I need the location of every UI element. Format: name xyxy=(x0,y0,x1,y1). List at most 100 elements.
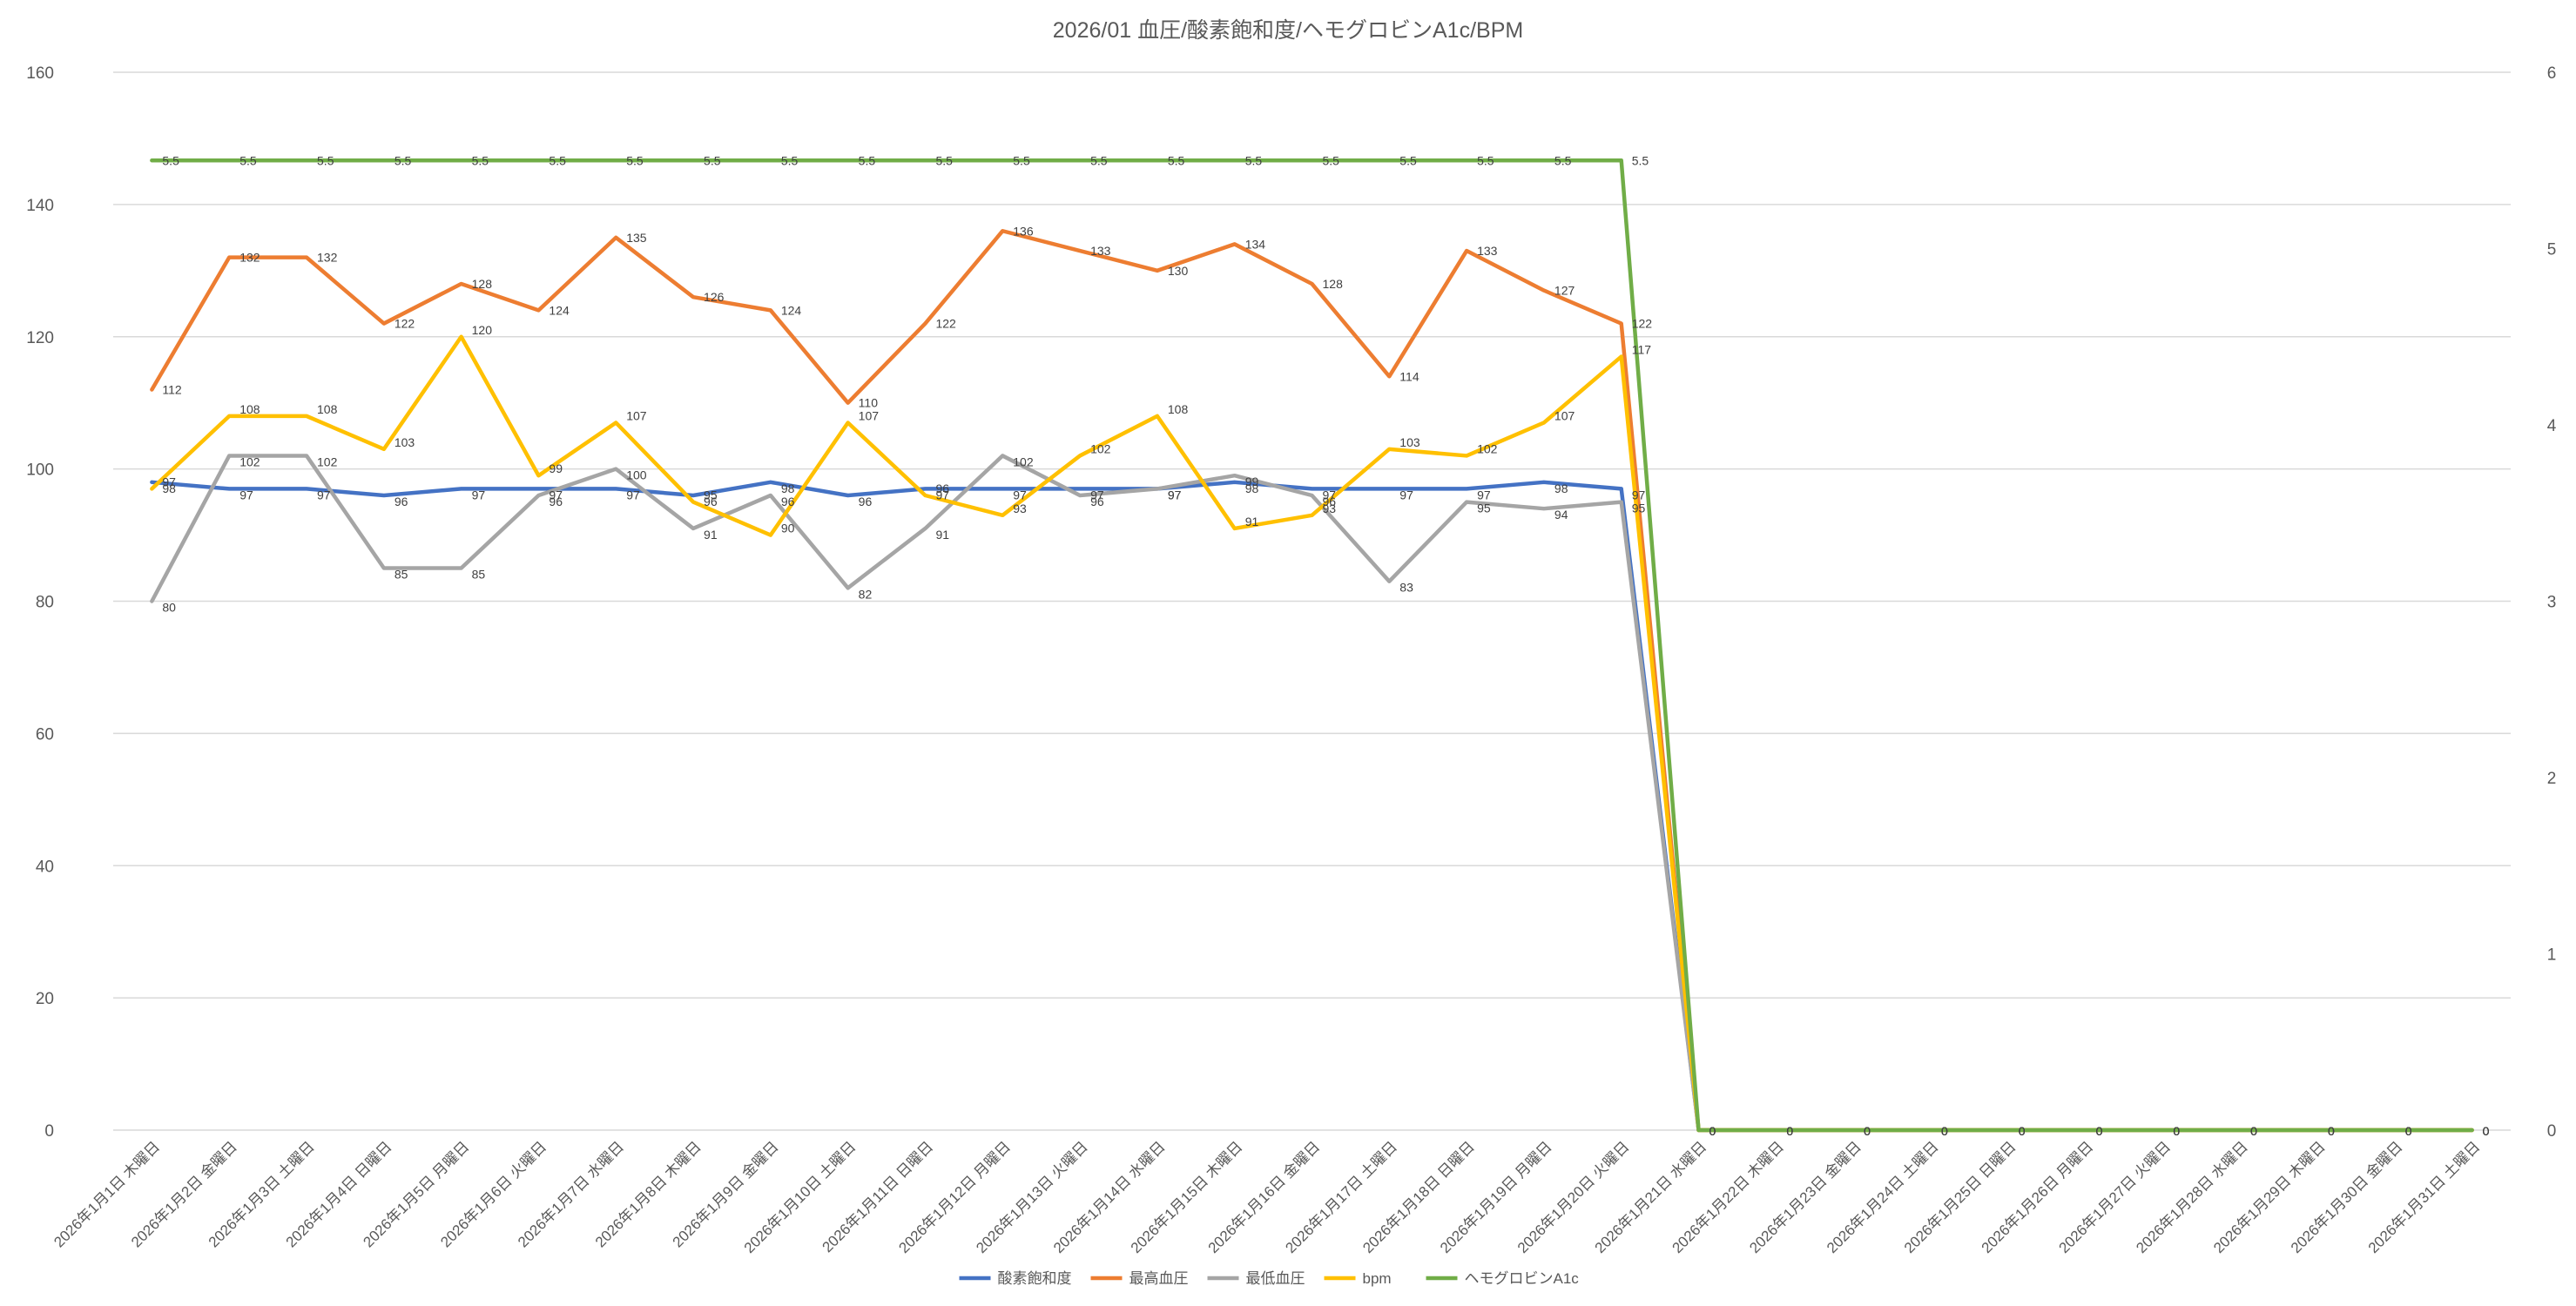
data-label: 0 xyxy=(2096,1124,2103,1138)
data-label: 108 xyxy=(239,402,260,416)
data-label: 0 xyxy=(2019,1124,2026,1138)
left-tick-label: 0 xyxy=(44,1122,54,1141)
data-label: 0 xyxy=(2483,1124,2490,1138)
data-label: 0 xyxy=(1941,1124,1948,1138)
data-label: 114 xyxy=(1399,369,1419,383)
data-label: 5.5 xyxy=(1323,153,1340,167)
data-label: 0 xyxy=(1709,1124,1716,1138)
data-label: 97 xyxy=(626,488,640,502)
data-label: 0 xyxy=(2250,1124,2257,1138)
data-label: 5.5 xyxy=(859,153,876,167)
data-label: 132 xyxy=(317,251,338,265)
data-label: 122 xyxy=(935,317,956,331)
data-label: 0 xyxy=(2019,1124,2026,1138)
data-label: 102 xyxy=(239,454,260,468)
data-label: 96 xyxy=(394,495,408,508)
data-label: 0 xyxy=(1709,1124,1716,1138)
data-label: 90 xyxy=(781,522,795,535)
left-tick-label: 100 xyxy=(26,461,54,480)
data-label: 122 xyxy=(1632,317,1653,331)
data-label: 103 xyxy=(394,435,415,449)
data-label: 96 xyxy=(1323,495,1337,508)
data-label: 97 xyxy=(1632,488,1646,502)
right-tick-label: 4 xyxy=(2547,417,2557,435)
data-label: 0 xyxy=(2173,1124,2180,1138)
data-label: 97 xyxy=(1168,488,1182,502)
data-label: 93 xyxy=(1013,502,1027,515)
data-label: 5.5 xyxy=(1399,153,1417,167)
data-label: 5.5 xyxy=(317,153,334,167)
data-label: 0 xyxy=(1864,1124,1871,1138)
data-label: 96 xyxy=(935,481,949,495)
data-label: 80 xyxy=(162,601,176,615)
data-label: 91 xyxy=(1245,515,1259,528)
data-label: 0 xyxy=(2019,1124,2026,1138)
data-label: 0 xyxy=(1709,1124,1716,1138)
legend-entry: 酸素飽和度 xyxy=(998,1270,1072,1287)
data-label: 102 xyxy=(1013,454,1034,468)
data-label: 134 xyxy=(1245,237,1266,251)
data-label: 97 xyxy=(1399,488,1413,502)
data-label: 0 xyxy=(1864,1124,1871,1138)
data-label: 98 xyxy=(162,481,176,495)
data-label: 5.5 xyxy=(781,153,799,167)
right-tick-label: 2 xyxy=(2547,770,2557,788)
data-label: 5.5 xyxy=(935,153,953,167)
data-label: 97 xyxy=(1168,488,1182,502)
data-label: 0 xyxy=(2405,1124,2412,1138)
data-label: 5.5 xyxy=(549,153,566,167)
data-label: 112 xyxy=(162,383,182,397)
series-lines xyxy=(150,158,2474,1133)
data-label: 5.5 xyxy=(162,153,179,167)
data-label: 0 xyxy=(2250,1124,2257,1138)
data-label: 0 xyxy=(2173,1124,2180,1138)
data-label: 96 xyxy=(781,495,795,508)
left-tick-label: 120 xyxy=(26,329,54,347)
data-label: 133 xyxy=(1477,244,1498,258)
data-label: 107 xyxy=(1554,408,1575,422)
data-label: 108 xyxy=(1168,402,1189,416)
data-label: 99 xyxy=(549,461,563,475)
data-label: 97 xyxy=(317,488,331,502)
data-label: 0 xyxy=(2173,1124,2180,1138)
data-label: 97 xyxy=(1090,488,1104,502)
data-label: 0 xyxy=(2405,1124,2412,1138)
data-label: 108 xyxy=(317,402,338,416)
data-label: 94 xyxy=(1554,508,1568,522)
data-label: 127 xyxy=(1554,284,1575,298)
data-label: 110 xyxy=(859,396,879,410)
legend-entry: bpm xyxy=(1363,1270,1392,1287)
right-y-axis: 0 1 2 3 4 5 6 xyxy=(2547,64,2557,1141)
data-label: 126 xyxy=(704,290,725,304)
data-label: 0 xyxy=(2483,1124,2490,1138)
data-label: 5.5 xyxy=(1554,153,1572,167)
data-label: 0 xyxy=(2405,1124,2412,1138)
data-label: 85 xyxy=(472,568,486,582)
data-label: 0 xyxy=(1864,1124,1871,1138)
data-label: 120 xyxy=(472,323,493,337)
data-label: 0 xyxy=(1786,1124,1793,1138)
data-label: 122 xyxy=(394,317,415,331)
data-label: 96 xyxy=(1090,495,1104,508)
data-label: 0 xyxy=(1786,1124,1793,1138)
data-label: 95 xyxy=(1632,502,1646,515)
data-label: 82 xyxy=(859,587,873,601)
data-label: 0 xyxy=(2096,1124,2103,1138)
data-label: 5.5 xyxy=(472,153,489,167)
data-label: 0 xyxy=(1941,1124,1948,1138)
data-label: 135 xyxy=(626,231,647,245)
series-line-5 xyxy=(150,158,2474,1133)
left-tick-label: 40 xyxy=(36,858,54,876)
left-tick-label: 60 xyxy=(36,725,54,744)
data-label: 124 xyxy=(781,303,802,317)
data-label: 97 xyxy=(162,475,176,488)
data-label: 0 xyxy=(2405,1124,2412,1138)
data-label: 5.5 xyxy=(1013,153,1030,167)
data-label: 0 xyxy=(2250,1124,2257,1138)
data-label: 130 xyxy=(1168,264,1189,278)
data-label: 95 xyxy=(1477,502,1491,515)
data-label: 0 xyxy=(2019,1124,2026,1138)
right-tick-label: 0 xyxy=(2547,1122,2557,1141)
